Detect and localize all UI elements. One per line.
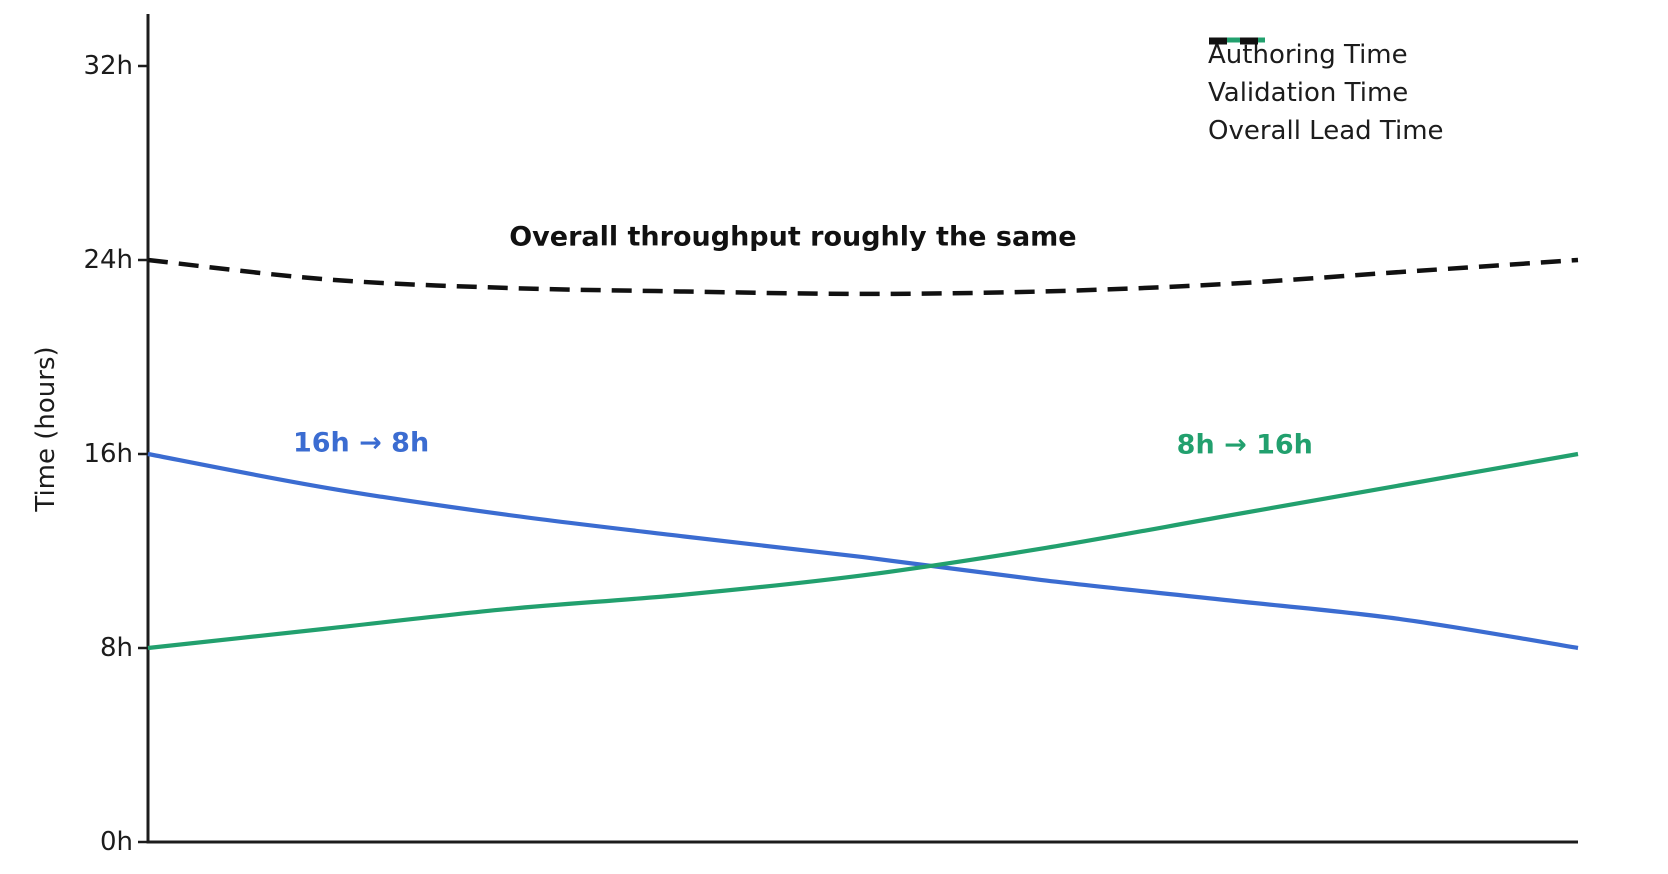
dashed-line-swatch-icon [1209, 37, 1265, 45]
y-tick-label: 32h [83, 51, 133, 81]
chart-annotation: 16h → 8h [292, 427, 430, 459]
y-tick-label: 8h [99, 633, 133, 663]
validation-time-line [147, 451, 1579, 651]
legend-label: Authoring Time [1208, 40, 1408, 70]
authoring-time-line [147, 451, 1579, 651]
chart-annotation: Overall throughput roughly the same [509, 221, 1077, 253]
legend-item-authoring-time: Authoring Time [1208, 36, 1444, 74]
y-tick-label: 24h [83, 245, 133, 275]
legend-label: Overall Lead Time [1208, 116, 1444, 146]
overall-lead-time-line [147, 257, 1579, 297]
y-tick-label: 16h [83, 439, 133, 469]
legend-label: Validation Time [1208, 78, 1409, 108]
legend-item-overall-lead-time: Overall Lead Time [1208, 37, 1444, 150]
y-axis-title: Time (hours) [31, 346, 61, 512]
legend-item-validation-time: Validation Time [1208, 37, 1444, 112]
chart-annotation: 8h → 16h [1176, 429, 1313, 461]
y-tick-label: 0h [99, 827, 133, 857]
legend: Authoring Time Validation Time Overall L… [1208, 36, 1444, 150]
